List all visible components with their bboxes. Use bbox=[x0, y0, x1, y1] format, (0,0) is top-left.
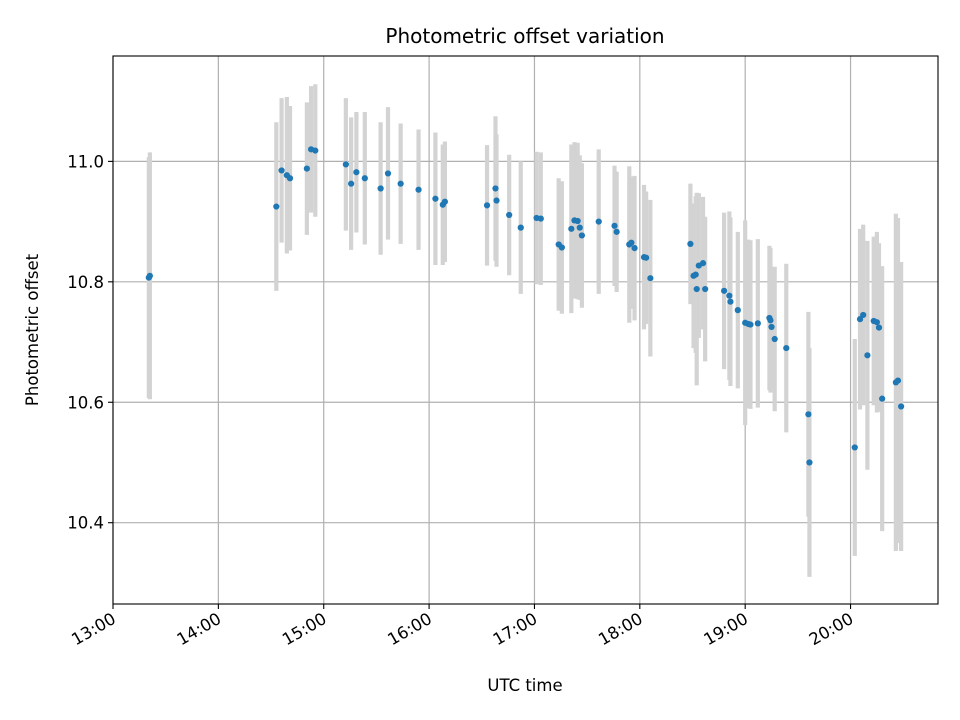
data-point bbox=[806, 459, 813, 466]
data-points bbox=[145, 146, 905, 466]
data-point bbox=[768, 323, 775, 331]
data-point bbox=[441, 198, 448, 205]
data-point bbox=[384, 170, 392, 177]
data-point bbox=[767, 317, 774, 324]
data-point bbox=[492, 185, 499, 192]
data-point bbox=[517, 224, 524, 231]
data-point bbox=[693, 285, 700, 293]
data-point bbox=[361, 175, 368, 182]
data-point bbox=[864, 352, 871, 359]
data-point bbox=[578, 232, 585, 239]
data-point bbox=[702, 285, 709, 293]
data-point bbox=[727, 298, 734, 305]
data-point bbox=[312, 147, 319, 154]
data-point bbox=[278, 167, 285, 174]
data-point bbox=[303, 165, 310, 172]
data-point bbox=[721, 287, 728, 294]
x-axis-label: UTC time bbox=[487, 676, 562, 695]
data-point bbox=[342, 161, 349, 168]
data-point bbox=[558, 244, 565, 251]
data-point bbox=[856, 316, 864, 323]
data-point bbox=[611, 222, 618, 229]
grid bbox=[112, 56, 938, 604]
data-point bbox=[613, 228, 620, 235]
data-point bbox=[687, 240, 694, 247]
plot-frame bbox=[112, 55, 939, 605]
data-point bbox=[483, 202, 491, 209]
data-point bbox=[353, 169, 360, 176]
data-point bbox=[647, 275, 654, 282]
data-point bbox=[783, 344, 790, 352]
data-point bbox=[879, 395, 886, 402]
data-point bbox=[898, 403, 905, 410]
data-point bbox=[699, 260, 707, 267]
data-point bbox=[643, 254, 650, 261]
data-point bbox=[415, 186, 422, 193]
data-point bbox=[273, 203, 280, 210]
data-point bbox=[286, 175, 294, 182]
y-tick-label: 10.6 bbox=[67, 393, 104, 412]
y-tick-label: 10.4 bbox=[67, 514, 104, 533]
y-tick-label: 10.8 bbox=[67, 273, 104, 292]
data-point bbox=[146, 272, 153, 279]
data-point bbox=[631, 245, 638, 252]
data-point bbox=[628, 239, 635, 246]
y-tick-label: 11.0 bbox=[67, 152, 104, 171]
data-point bbox=[397, 180, 404, 187]
y-axis-label: Photometric offset bbox=[23, 253, 42, 406]
data-point bbox=[568, 225, 575, 232]
data-point bbox=[734, 307, 741, 314]
data-point bbox=[754, 320, 761, 327]
data-point bbox=[574, 217, 581, 225]
data-point bbox=[348, 180, 355, 187]
data-point bbox=[493, 197, 500, 204]
data-point bbox=[377, 185, 384, 192]
data-point bbox=[432, 195, 439, 202]
data-point bbox=[805, 411, 812, 418]
data-point bbox=[726, 292, 733, 299]
data-point bbox=[537, 215, 544, 222]
data-point bbox=[747, 321, 754, 328]
data-point bbox=[860, 311, 867, 319]
data-point bbox=[851, 444, 858, 451]
data-point bbox=[576, 224, 583, 231]
data-point bbox=[873, 319, 880, 326]
data-point bbox=[875, 324, 883, 331]
data-point bbox=[506, 211, 513, 219]
data-point bbox=[595, 218, 602, 225]
data-point bbox=[771, 335, 778, 343]
data-point bbox=[692, 271, 699, 278]
data-point bbox=[894, 377, 902, 384]
chart-title: Photometric offset variation bbox=[385, 24, 664, 48]
